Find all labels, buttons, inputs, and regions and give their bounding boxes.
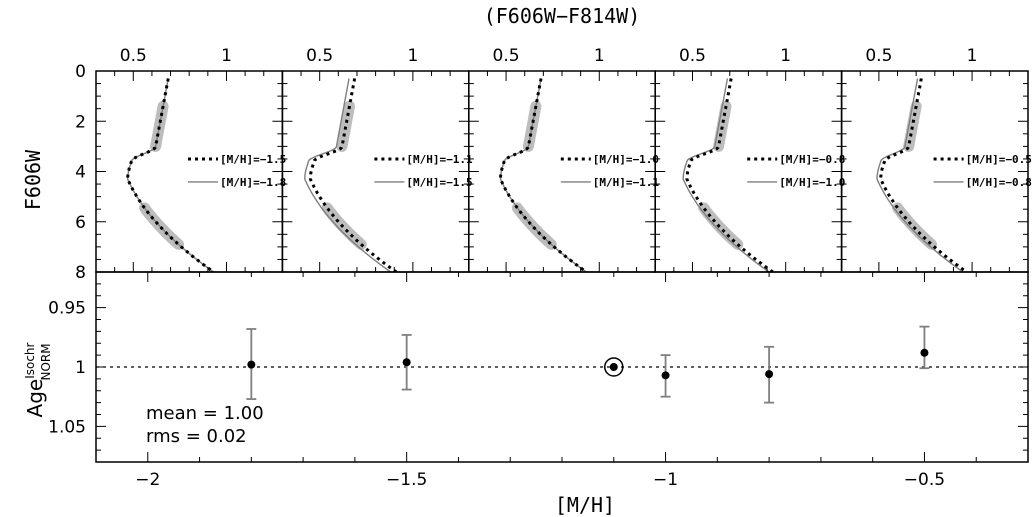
legend-label: [M/H]=−0.8 [779,153,845,166]
reference-point [609,363,618,371]
x-tick-label: 1 [407,46,418,66]
x-tick-label: 1 [780,46,791,66]
panel-plot-area [499,78,588,272]
panel-plot-area [876,78,968,272]
isochrone-panel: [M/H]=−0.5 [M/H]=−0.8 0.5 1 [840,46,1032,273]
y-tick-label: 1 [75,358,86,378]
panel-frame [95,70,284,273]
isochrone-solid [304,78,392,272]
x-tick-label: 0.5 [679,46,706,66]
isochrone-panels: [M/H]=−1.5[M/H]=−1.80.5 1[M/H]=−1.1[M/H]=… [75,46,1032,283]
isochrone-panel: [M/H]=−1.5 [M/H]=−1.8 0.5 1 [95,46,286,273]
panel-frame [468,70,656,273]
legend-label: [M/H]=−1.1 [406,153,473,166]
x-tick-label: −1.5 [386,470,427,490]
isochrone-solid [876,78,964,272]
isochrone-dotted [126,78,215,272]
fit-region-upper [903,100,922,152]
x-tick-label: 0.5 [865,46,892,66]
y-tick-label: 0.95 [48,299,86,319]
age-plot: −2 −1.5 −1 −0.5 0.95 1 1.05 [48,271,1029,490]
data-point [920,348,929,357]
x-tick-label: 0.5 [120,46,147,66]
legend-label: [M/H]=−1.1 [593,176,660,189]
legend-label: [M/H]=−1.5 [220,153,286,166]
data-point [247,360,256,369]
isochrone-dotted [879,78,968,272]
y-tick-label: 4 [75,163,86,183]
ylabel-main: Age [23,379,47,418]
reference-point-ring [604,357,624,377]
x-tick-label: 1 [221,46,232,66]
fit-region-upper [713,100,732,152]
legend-label: [M/H]=−1.5 [406,176,472,189]
data-point [765,370,774,379]
y-tick-label: 0 [75,62,86,82]
top-ylabel: F606W [21,149,45,210]
isochrone-panel: [M/H]=−0.8 [M/H]=−1.0 0.5 1 [654,46,845,273]
y-tick-label: 6 [75,213,86,233]
y-tick-label: 1.05 [48,417,86,437]
data-point [661,371,670,380]
isochrone-solid [682,78,770,272]
bottom-ylabel-group: AgeIsochr NORM [23,342,53,417]
y-tick-label: 8 [75,263,86,283]
x-tick-label: −2 [135,470,160,490]
fit-region-lower [698,202,744,250]
data-point [402,358,411,367]
x-tick-label: −0.5 [904,470,945,490]
isochrone-panel: [M/H]=−1.0 [M/H]=−1.1 0.5 1 [468,46,660,273]
x-tick-label: −1 [653,470,678,490]
ylabel-super: Isochr [23,342,37,378]
x-tick-label: 0.5 [493,46,520,66]
isochrone-panel: [M/H]=−1.1 [M/H]=−1.5 0.5 1 [281,46,473,273]
isochrone-dotted [308,78,398,272]
x-tick-label: 1 [967,46,978,66]
isochrone-dotted [685,78,774,272]
legend-label: [M/H]=−1.0 [593,153,659,166]
bottom-xlabel: [M/H] [555,493,615,517]
x-tick-label: 0.5 [306,46,333,66]
fit-region-lower [321,202,367,250]
stats-rms: rms = 0.02 [146,426,247,447]
legend-label: [M/H]=−0.5 [966,153,1032,166]
bottom-ylabel: AgeIsochr NORM [23,342,53,417]
stats-mean: mean = 1.00 [146,403,264,424]
legend-label: [M/H]=−0.8 [966,176,1032,189]
legend-label: [M/H]=−1.8 [220,176,286,189]
legend-label: [M/H]=−1.0 [779,176,845,189]
panel-plot-area [682,78,774,272]
panel-plot-area [304,78,398,272]
panel-frame [654,70,843,273]
y-tick-label: 2 [75,112,86,132]
x-tick-label: 1 [594,46,605,66]
isochrone-dotted [499,78,588,272]
top-axis-label: (F606W−F814W) [484,4,641,28]
ylabel-sub: NORM [39,343,53,380]
panel-plot-area [126,78,215,272]
